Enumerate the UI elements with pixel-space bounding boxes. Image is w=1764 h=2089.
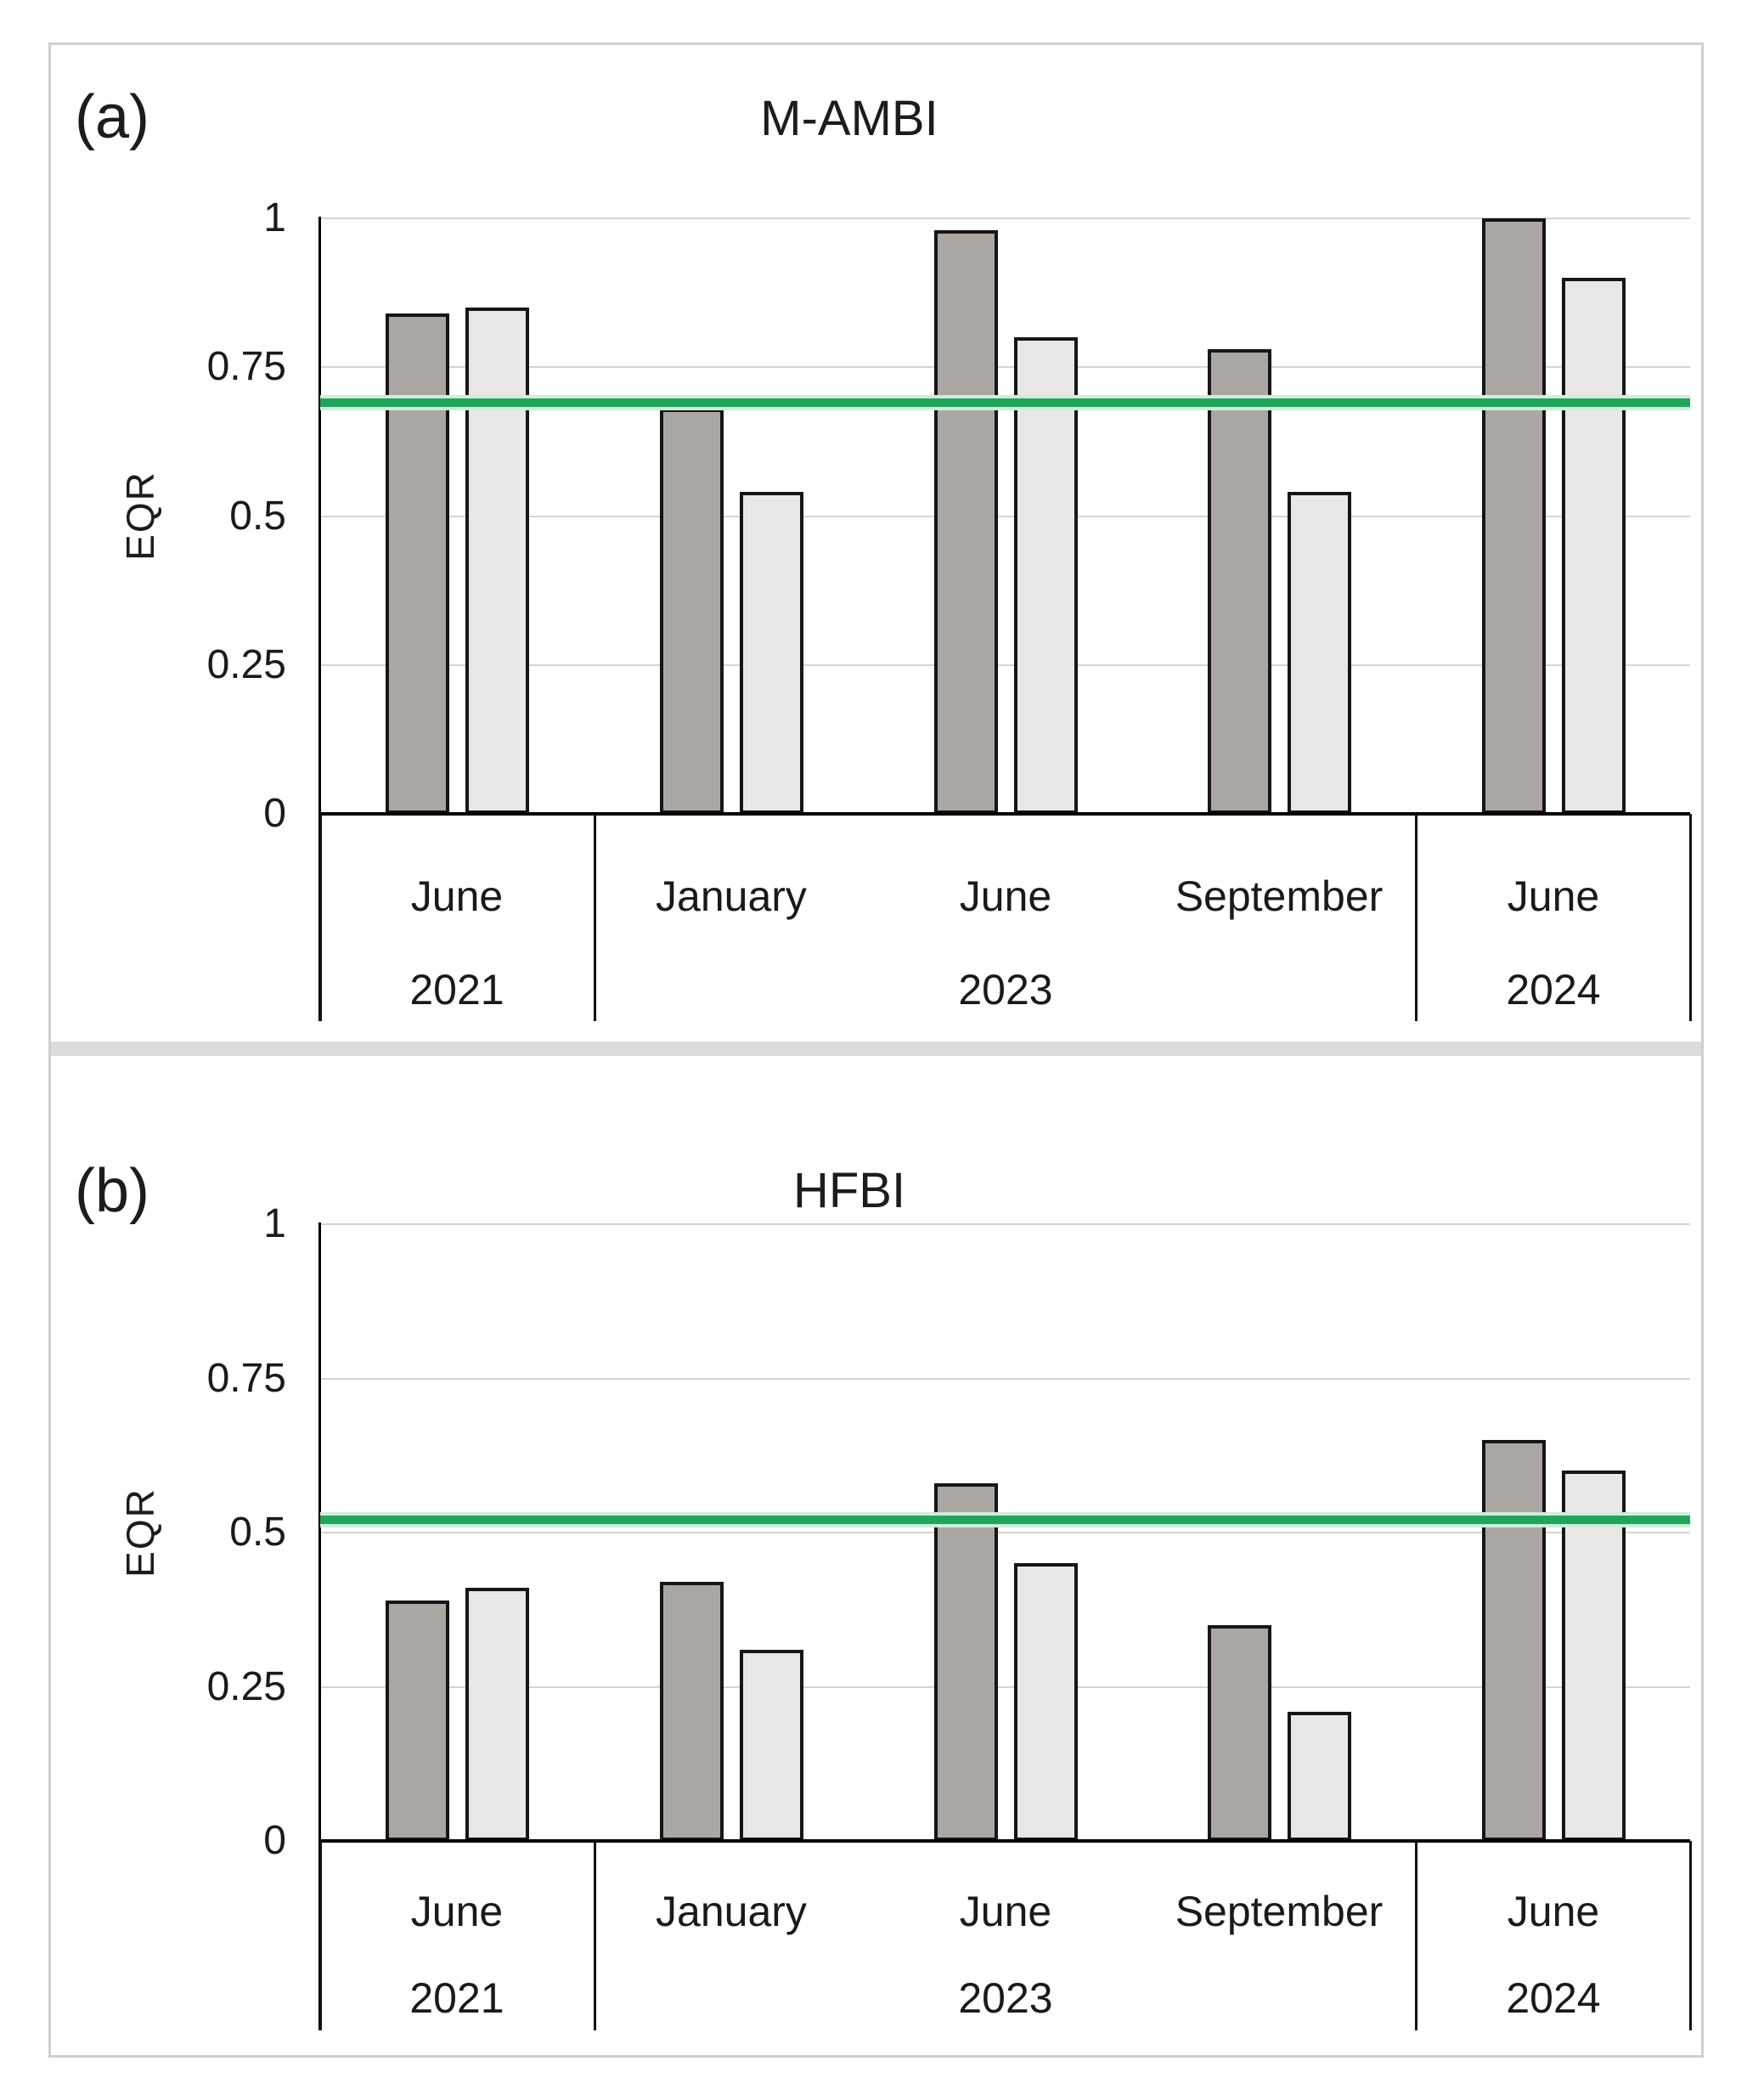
panel-b-y-axis-title: EQR (118, 1488, 162, 1578)
panel-b-title: HFBI (792, 1163, 906, 1218)
panel-a-label: (a) (75, 83, 149, 151)
panel-divider (51, 1042, 1701, 1056)
panel-a-y-axis-title: EQR (118, 471, 162, 561)
panel-a-title: M-AMBI (760, 91, 938, 146)
panel-b-label: (b) (75, 1157, 149, 1225)
